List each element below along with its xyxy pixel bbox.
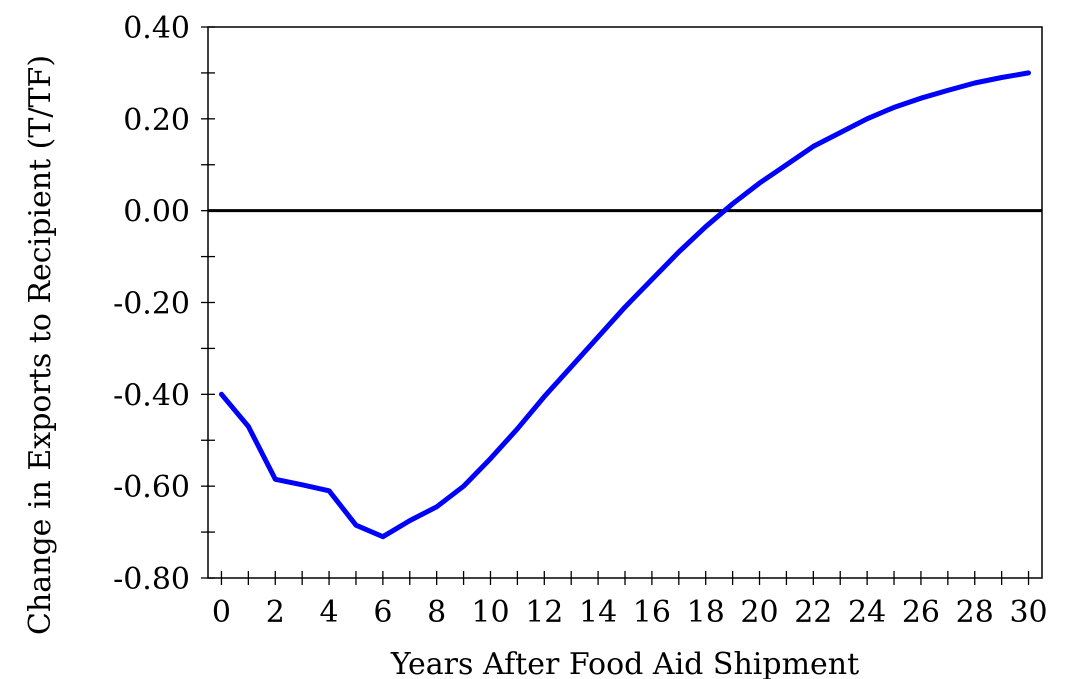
- y-tick-label: -0.20: [113, 287, 190, 322]
- x-tick-label: 16: [633, 595, 671, 630]
- x-tick-label: 8: [427, 595, 446, 630]
- x-tick-label: 10: [471, 595, 509, 630]
- x-tick-label: 30: [1009, 595, 1047, 630]
- x-tick-label: 18: [687, 595, 725, 630]
- y-axis-title: Change in Exports to Recipient (T/TF): [23, 55, 58, 635]
- y-tick-label: 0.00: [123, 195, 190, 230]
- x-axis-title: Years After Food Aid Shipment: [390, 647, 859, 679]
- y-tick-label: 0.20: [123, 103, 190, 138]
- y-tick-label: -0.40: [113, 378, 190, 413]
- x-tick-label: 14: [579, 595, 617, 630]
- x-tick-label: 2: [266, 595, 285, 630]
- x-tick-label: 4: [320, 595, 339, 630]
- y-tick-label: -0.60: [113, 470, 190, 505]
- x-tick-label: 26: [902, 595, 940, 630]
- x-tick-label: 22: [794, 595, 832, 630]
- x-tick-label: 6: [373, 595, 392, 630]
- x-tick-label: 28: [956, 595, 994, 630]
- y-tick-label: -0.80: [113, 562, 190, 597]
- x-tick-label: 24: [848, 595, 886, 630]
- y-tick-label: 0.40: [123, 11, 190, 46]
- x-tick-label: 12: [525, 595, 563, 630]
- x-tick-label: 20: [740, 595, 778, 630]
- x-tick-label: 0: [212, 595, 231, 630]
- series-line: [219, 70, 1031, 540]
